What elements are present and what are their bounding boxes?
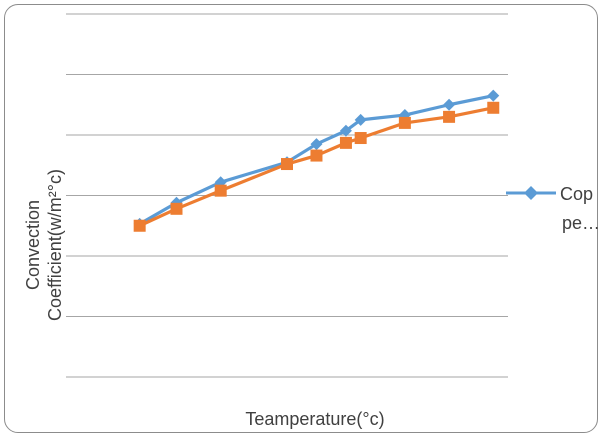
x-axis-title: Teamperature(°c): [245, 409, 384, 429]
plot-series: [133, 89, 500, 232]
series-2-point-7: [354, 132, 367, 145]
y-axis-title-line-1: Convection: [23, 200, 43, 290]
series-2: [133, 101, 500, 232]
legend-diamond-marker: [524, 186, 538, 200]
series-2-point-6: [339, 136, 352, 149]
series-2-point-10: [487, 101, 500, 114]
legend: Cop pe…: [506, 184, 600, 233]
series-1-point-10: [487, 89, 500, 102]
series-2-point-2: [170, 202, 183, 215]
gridlines: [66, 13, 508, 378]
chart-area: [4, 4, 598, 433]
series-1-point-9: [443, 98, 456, 111]
series-2-point-4: [281, 158, 293, 171]
series-2-point-9: [443, 110, 456, 123]
series-2-point-5: [310, 149, 323, 162]
series-2-point-3: [214, 184, 227, 197]
y-axis-title-line-2: Coefficient(w/m²°c): [45, 169, 65, 321]
series-2-line: [138, 106, 494, 228]
legend-entry-line-2: pe…: [562, 213, 600, 233]
legend-entry-line-1: Cop: [560, 184, 593, 204]
series-2-point-1: [133, 219, 146, 232]
series-1-point-5: [310, 138, 323, 151]
series-1-point-6: [339, 124, 352, 137]
series-2-point-8: [398, 116, 411, 129]
series-1-line: [138, 94, 494, 226]
y-axis-title: Convection Coefficient(w/m²°c): [23, 169, 65, 321]
series-1-point-7: [354, 113, 367, 126]
